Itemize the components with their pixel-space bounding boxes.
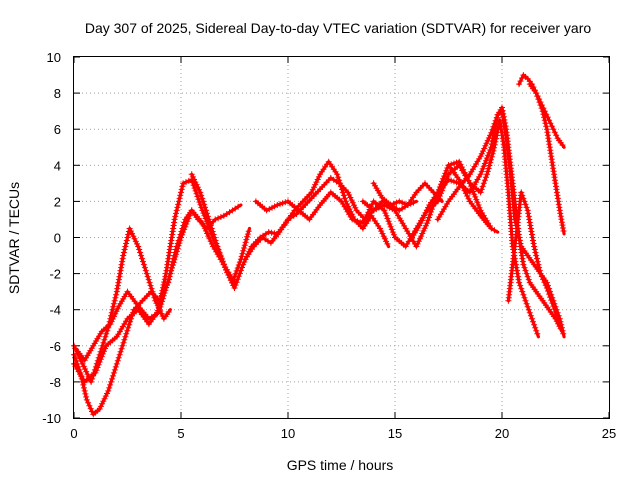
y-tick-label: 6 — [54, 122, 61, 137]
x-tick-label: 5 — [177, 426, 184, 441]
series-markers — [359, 117, 541, 337]
data-series-group — [242, 174, 444, 263]
data-series-group — [370, 180, 418, 208]
data-series-group — [359, 117, 541, 339]
data-series-group — [434, 104, 564, 333]
y-tick-label: -10 — [42, 411, 61, 426]
series-markers — [242, 174, 443, 263]
x-tick-labels: 0 5 10 15 20 25 — [70, 426, 616, 441]
series-markers — [370, 180, 417, 208]
x-axis-label: GPS time / hours — [287, 457, 394, 473]
y-tick-label: 10 — [47, 50, 61, 65]
series-markers — [445, 162, 498, 234]
grid-lines — [73, 56, 610, 419]
y-tick-label: 0 — [54, 231, 61, 246]
data-series-group — [445, 162, 500, 234]
x-tick-label: 25 — [602, 426, 616, 441]
y-tick-label: -6 — [49, 339, 61, 354]
y-tick-label: 8 — [54, 86, 61, 101]
data-series — [71, 72, 567, 418]
plot-frame — [73, 56, 610, 419]
y-tick-label: -2 — [49, 267, 61, 282]
data-series-group — [505, 189, 567, 339]
y-axis-label: SDTVAR / TECUs — [6, 182, 22, 294]
y-tick-label: 2 — [54, 194, 61, 209]
y-tick-label: 4 — [54, 158, 61, 173]
x-tick-label: 0 — [70, 426, 77, 441]
x-tick-label: 10 — [281, 426, 295, 441]
data-series-group — [526, 81, 567, 236]
x-tick-label: 20 — [495, 426, 509, 441]
y-tick-label: -4 — [49, 303, 61, 318]
x-tick-label: 15 — [388, 426, 402, 441]
series-line — [528, 82, 566, 236]
series-markers — [434, 104, 564, 332]
series-markers — [526, 81, 567, 234]
series-line — [436, 105, 564, 333]
series-line — [72, 226, 172, 384]
y-tick-label: -8 — [49, 375, 61, 390]
y-tick-labels: -10 -8 -6 -4 -2 0 2 4 6 8 10 — [42, 50, 61, 426]
chart-title: Day 307 of 2025, Sidereal Day-to-day VTE… — [85, 20, 591, 36]
series-markers — [505, 189, 567, 337]
